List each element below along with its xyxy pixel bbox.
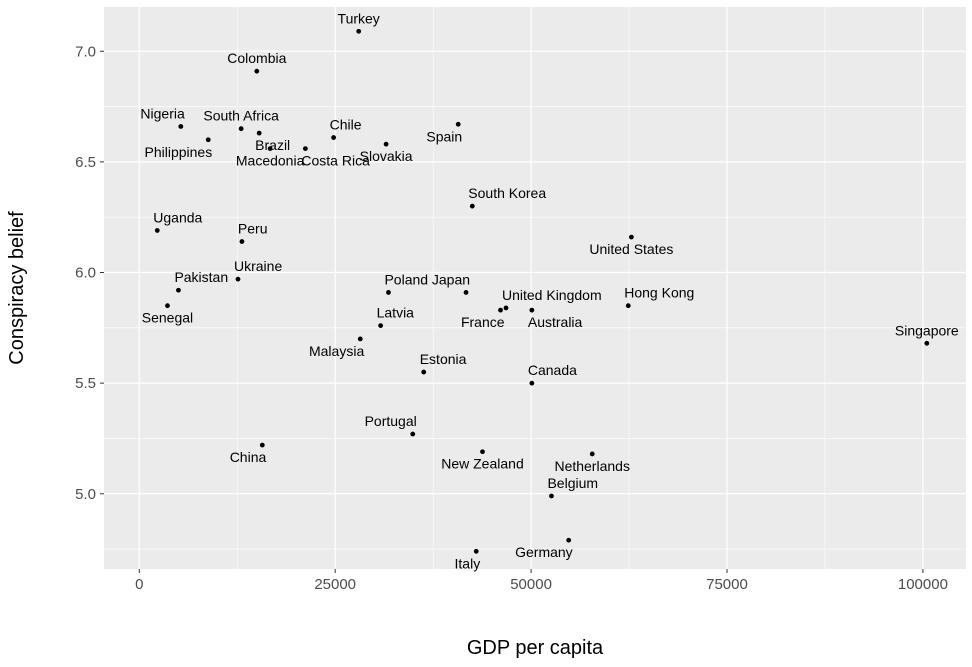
point-label-netherlands: Netherlands	[554, 458, 630, 474]
point-label-poland: Poland	[384, 271, 428, 287]
point-label-slovakia: Slovakia	[360, 148, 413, 164]
point-label-costa-rica: Costa Rica	[301, 153, 370, 169]
point-label-hong-kong: Hong Kong	[624, 285, 694, 301]
point-poland	[386, 290, 391, 295]
point-japan	[463, 290, 469, 295]
y-tick-label: 5.5	[75, 375, 96, 392]
point-belgium	[549, 493, 554, 499]
point-spain	[455, 121, 461, 127]
point-labels: Turkey Colombia Nigeria South Africa Brazil P…	[140, 10, 959, 571]
point-philippines	[205, 137, 211, 143]
point-label-turkey: Turkey	[338, 10, 380, 26]
y-tick-label: 7.0	[75, 43, 96, 60]
point-label-brazil: Brazil	[255, 137, 290, 153]
plot-panel	[104, 7, 966, 569]
x-tick-label: 100000	[898, 576, 948, 593]
point-label-canada: Canada	[528, 362, 577, 378]
point-united-states	[628, 234, 634, 240]
point-colombia	[254, 68, 260, 74]
point-costa-rica	[302, 146, 308, 152]
point-label-belgium: Belgium	[547, 475, 598, 491]
point-netherlands	[589, 451, 595, 457]
point-label-ukraine: Ukraine	[234, 258, 282, 274]
point-senegal	[165, 303, 170, 309]
point-label-france: France	[461, 314, 505, 330]
point-italy	[473, 548, 479, 554]
x-tick-label: 50000	[510, 576, 552, 593]
point-label-macedonia: Macedonia	[236, 153, 305, 169]
point-new-zealand	[480, 449, 485, 455]
y-axis-ticks: 5.0 5.5 6.0 6.5 7.0	[75, 43, 104, 503]
x-axis-ticks: 0 25000 50000 75000 100000	[135, 569, 948, 593]
point-label-australia: Australia	[528, 314, 583, 330]
point-singapore	[924, 340, 930, 346]
point-label-spain: Spain	[426, 128, 462, 144]
point-australia	[529, 307, 535, 313]
point-label-germany: Germany	[515, 544, 573, 560]
data-points	[154, 28, 930, 554]
point-france	[498, 307, 503, 313]
point-germany	[566, 537, 572, 543]
point-peru	[239, 239, 245, 244]
point-label-pakistan: Pakistan	[174, 269, 228, 285]
point-label-italy: Italy	[455, 555, 481, 571]
y-tick-label: 6.5	[75, 154, 96, 171]
point-macedonia	[267, 146, 273, 152]
point-label-colombia: Colombia	[227, 50, 286, 66]
point-label-china: China	[230, 449, 267, 465]
point-label-peru: Peru	[238, 221, 268, 237]
point-estonia	[421, 369, 427, 375]
x-axis-title: GDP per capita	[467, 637, 604, 659]
point-nigeria	[178, 124, 184, 129]
point-south-korea	[469, 203, 475, 209]
point-canada	[529, 380, 535, 386]
point-slovakia	[383, 141, 389, 147]
point-label-philippines: Philippines	[145, 144, 213, 160]
x-tick-label: 25000	[314, 576, 356, 593]
point-label-japan: Japan	[432, 271, 470, 287]
y-tick-label: 5.0	[75, 486, 96, 503]
point-label-malaysia: Malaysia	[309, 343, 364, 359]
point-label-south-korea: South Korea	[468, 185, 546, 201]
point-label-nigeria: Nigeria	[140, 105, 185, 121]
point-label-uganda: Uganda	[153, 209, 202, 225]
point-label-united-states: United States	[589, 241, 673, 257]
point-label-united-kingdom: United Kingdom	[502, 287, 602, 303]
point-brazil	[256, 130, 262, 136]
minor-gridlines	[104, 7, 966, 569]
point-portugal	[410, 431, 416, 437]
point-label-senegal: Senegal	[142, 310, 193, 326]
point-label-estonia: Estonia	[420, 351, 467, 367]
point-ukraine	[235, 276, 241, 282]
point-china	[259, 442, 265, 448]
y-axis-title: Conspiracy belief	[6, 211, 28, 365]
point-united-kingdom	[503, 305, 509, 311]
point-chile	[331, 135, 337, 140]
point-label-latvia: Latvia	[377, 305, 415, 321]
x-tick-label: 75000	[706, 576, 748, 593]
x-tick-label: 0	[135, 576, 143, 593]
point-hong-kong	[625, 303, 631, 309]
point-pakistan	[176, 287, 181, 293]
point-uganda	[154, 228, 160, 233]
point-label-chile: Chile	[330, 117, 362, 133]
point-malaysia	[357, 336, 363, 342]
point-turkey	[356, 28, 362, 34]
point-label-south-africa: South Africa	[203, 108, 279, 124]
y-tick-label: 6.0	[75, 265, 96, 282]
point-latvia	[378, 323, 384, 329]
point-south-africa	[238, 126, 244, 132]
point-label-portugal: Portugal	[365, 413, 417, 429]
point-label-new-zealand: New Zealand	[441, 456, 524, 472]
point-label-singapore: Singapore	[895, 322, 959, 338]
major-gridlines	[104, 7, 966, 569]
